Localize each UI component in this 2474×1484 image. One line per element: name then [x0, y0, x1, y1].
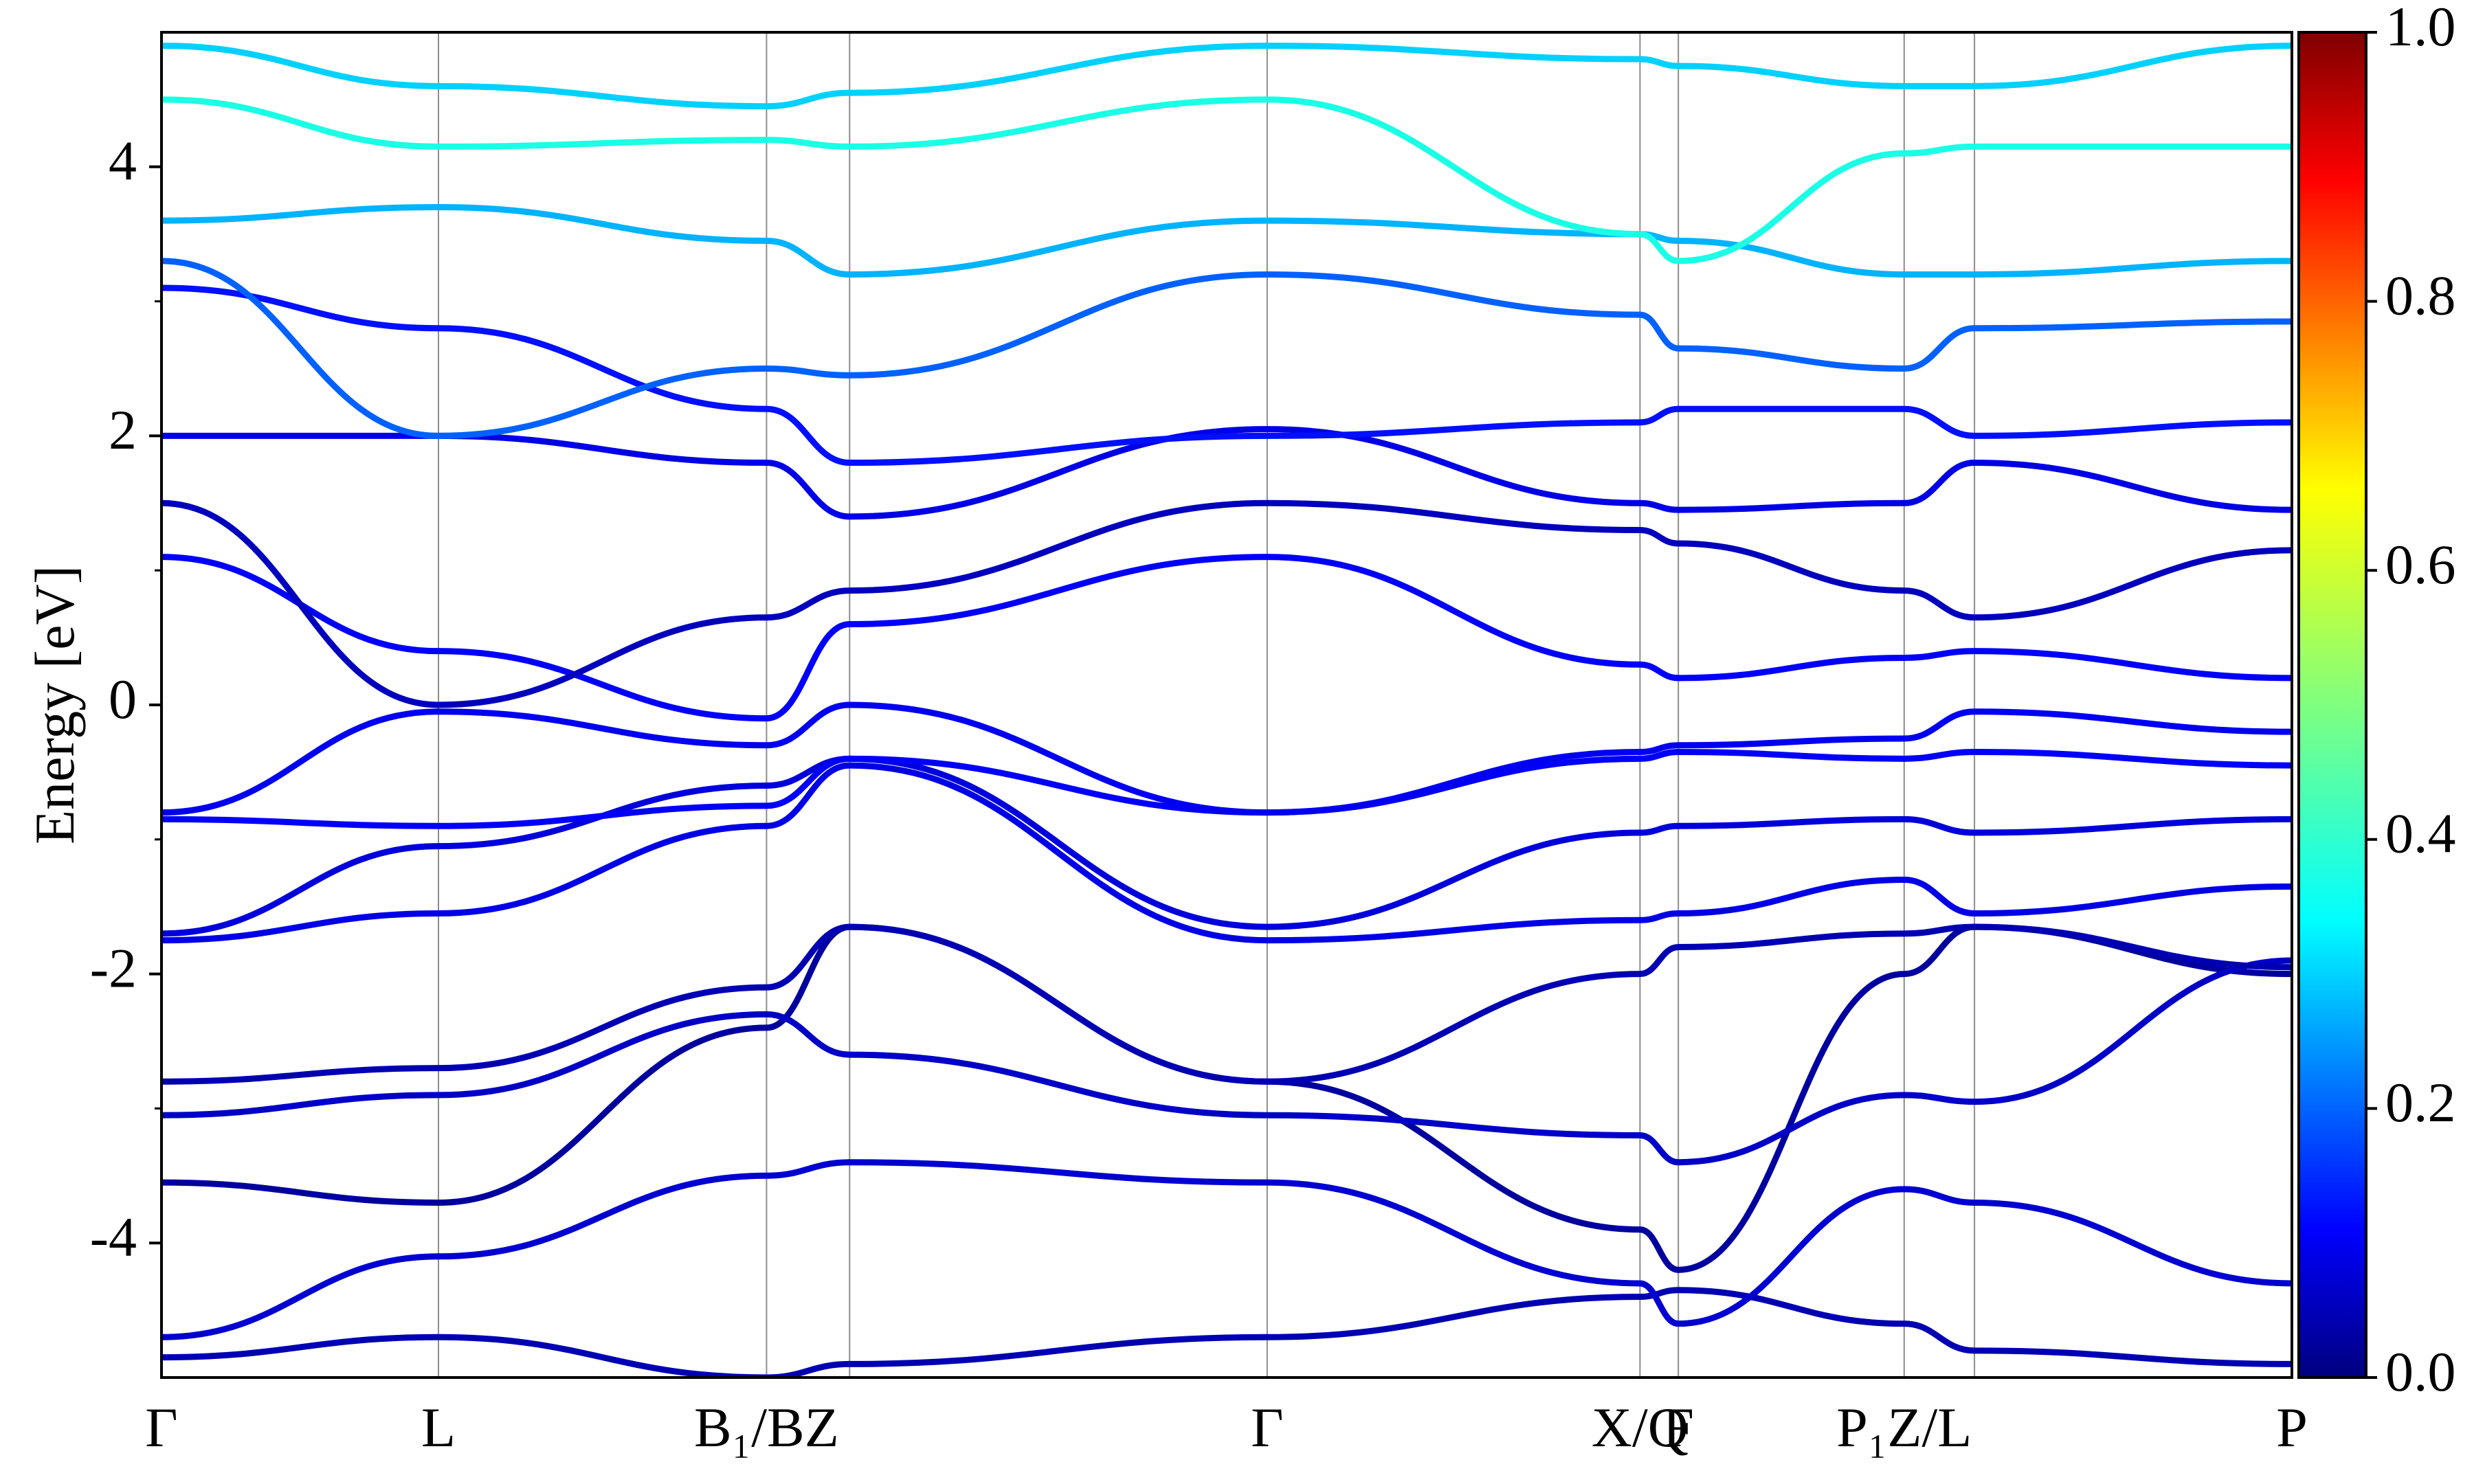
x-axis-ticks: Γ L B₁/BZ Γ X/QF P₁Z/L P [145, 1396, 2308, 1459]
y-axis-ticks: -4 -2 0 2 4 [90, 130, 161, 1268]
colorbar-tick-label: 0.0 [2385, 1340, 2456, 1403]
y-tick-label: -4 [90, 1206, 137, 1268]
x-tick-label: P [2276, 1396, 2308, 1459]
band-line [161, 1287, 2292, 1378]
colorbar-tick-label: 0.6 [2385, 533, 2456, 596]
y-tick-label: -2 [90, 936, 137, 999]
x-tick-label: P₁Z/L [1836, 1396, 1972, 1459]
band-line [161, 499, 2292, 708]
colorbar-tick-label: 0.2 [2385, 1071, 2456, 1134]
band-line [161, 284, 2292, 466]
band-line [161, 96, 2292, 265]
colorbar [2297, 31, 2367, 1379]
band-line [161, 749, 2292, 829]
band-line [161, 43, 2292, 110]
y-axis-label: Energy [eV] [23, 565, 86, 844]
y-tick-label: 4 [109, 130, 137, 192]
band-line [161, 258, 2292, 439]
x-tick-label: Γ [145, 1396, 177, 1459]
band-line [161, 1159, 2292, 1340]
colorbar-tick-label: 0.4 [2385, 802, 2456, 865]
y-tick-label: 2 [109, 398, 137, 461]
band-line [161, 554, 2292, 722]
x-tick-label: L [421, 1396, 456, 1459]
x-tick-label: F [1662, 1396, 1694, 1459]
x-tick-label: Γ [1251, 1396, 1283, 1459]
band-line [161, 923, 2292, 1273]
y-tick-label: 0 [109, 668, 137, 730]
colorbar-ticks: 0.0 0.2 0.4 0.6 0.8 1.0 [2366, 0, 2456, 1403]
energy-bands [161, 43, 2292, 1378]
colorbar-tick-label: 0.8 [2385, 264, 2456, 326]
band-line [161, 762, 2292, 944]
band-line [161, 923, 2292, 1085]
band-line [161, 755, 2292, 937]
x-tick-label: B₁/BZ [694, 1396, 839, 1459]
x-tick-label: X/Q [1592, 1396, 1689, 1459]
band-line [161, 426, 2292, 520]
band-line [161, 957, 2292, 1166]
band-line [161, 701, 2292, 816]
colorbar-tick-label: 1.0 [2385, 0, 2456, 58]
band-line [161, 204, 2292, 278]
